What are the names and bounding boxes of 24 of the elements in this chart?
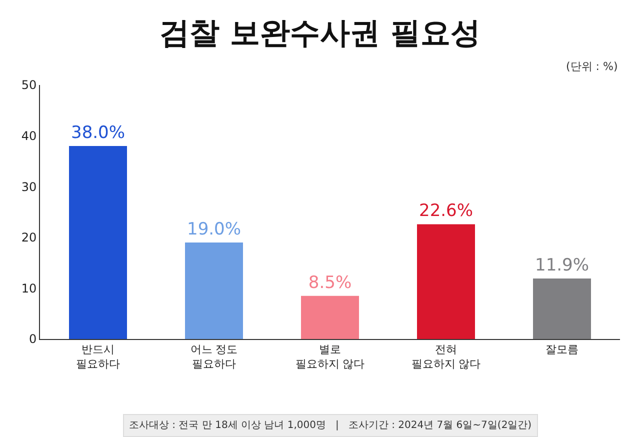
y-tick-label: 30	[21, 180, 37, 194]
y-tick-label: 50	[21, 78, 37, 92]
bar	[185, 242, 243, 339]
x-tick-label: 어느 정도 필요하다	[190, 343, 238, 370]
bar	[417, 224, 475, 339]
x-tick-label: 잘모름	[546, 343, 578, 356]
x-tick-label: 별로 필요하지 않다	[295, 343, 365, 370]
y-tick-label: 0	[28, 332, 37, 346]
chart-title: 검찰 보완수사권 필요성	[160, 16, 480, 51]
text: 조사대상 : 전국 만 18세 이상 남녀 1,000명 | 조사기간 : 2024년 7월 6일~7일(2일간)	[129, 420, 532, 431]
y-tick-label: 40	[21, 129, 37, 143]
text: (단위 : %)	[566, 60, 618, 73]
y-tick-label: 20	[21, 230, 37, 245]
data-label: 8.5%	[308, 272, 352, 293]
y-tick-label: 10	[21, 281, 37, 296]
data-label: 22.6%	[418, 201, 474, 222]
x-tick-label: 전혀 필요하지 않다	[411, 343, 481, 370]
bar	[69, 146, 127, 339]
bar	[533, 278, 591, 339]
bar	[301, 296, 359, 339]
data-label: 11.9%	[534, 256, 590, 276]
x-tick-label: 반드시 필요하다	[76, 343, 120, 370]
data-label: 38.0%	[70, 122, 126, 143]
data-label: 19.0%	[186, 219, 242, 240]
